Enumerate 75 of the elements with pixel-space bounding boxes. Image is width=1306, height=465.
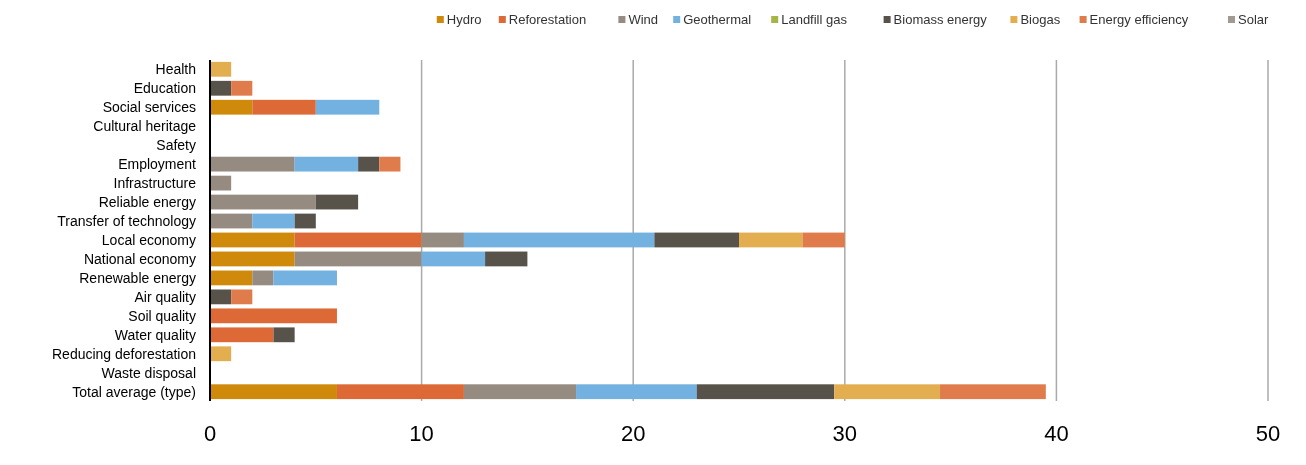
y-tick-label: Soil quality [128,307,196,324]
y-tick-label: Education [133,80,196,97]
bar [210,251,295,267]
bar [834,384,941,400]
bar [231,80,253,96]
bar [294,156,359,172]
bar [576,384,697,400]
bar [315,99,380,115]
bar [210,61,232,77]
bar [336,384,464,400]
bar [294,213,316,229]
x-tick-label: 50 [1255,421,1281,446]
bar [654,232,739,248]
legend-label: Energy efficiency [1089,12,1189,27]
legend-label: Biomass energy [893,12,988,27]
y-tick-label: Infrastructure [113,175,197,192]
bar [739,232,803,248]
bar [210,346,232,362]
x-tick-label: 10 [409,421,434,446]
bar [210,99,253,115]
bar [252,270,274,286]
x-tick-label: 0 [203,421,217,446]
y-tick-label: Safety [156,137,196,154]
y-tick-label: Local economy [101,231,196,248]
bar [210,327,274,343]
bar [210,384,337,400]
bar [252,99,316,115]
bar [210,213,253,229]
legend-label: Wind [628,12,659,27]
bar [485,251,528,267]
x-tick-label: 20 [620,421,646,446]
y-tick-label: Total average (type) [72,383,196,400]
bar [210,232,295,248]
bar [696,384,835,400]
bar [421,232,464,248]
y-tick-label: Reducing deforestation [52,345,196,362]
legend-label: Solar [1238,12,1270,27]
x-tick-label: 40 [1044,421,1069,446]
y-tick-label: National economy [83,250,196,267]
bar [273,327,295,343]
bar [210,308,337,324]
y-tick-label: Health [155,61,196,78]
y-tick-label: Water quality [114,326,196,343]
bar [231,289,253,305]
bar [463,384,577,400]
bar [463,232,655,248]
y-tick-label: Reliable energy [98,194,196,211]
y-tick-label: Cultural heritage [93,118,197,135]
y-tick-label: Transfer of technology [57,213,196,230]
y-tick-label: Employment [118,156,197,173]
bar [315,194,359,210]
y-tick-label: Waste disposal [101,364,196,381]
bar [421,251,486,267]
bar [210,270,253,286]
x-tick-label: 30 [832,421,858,446]
bar [358,156,380,172]
bar [379,156,401,172]
bar [252,213,295,229]
bar [294,251,422,267]
bar [210,80,232,96]
bar [273,270,337,286]
bar [294,232,422,248]
legend-label: Geothermal [683,12,752,27]
bar [940,384,1046,400]
y-tick-label: Renewable energy [79,269,196,286]
bar [802,232,845,248]
bar [210,289,232,305]
legend-label: Landfill gas [781,12,848,27]
bar [210,194,316,210]
legend-label: Reforestation [508,12,587,27]
y-tick-label: Air quality [134,288,196,305]
legend-label: Hydro [446,12,482,27]
legend-label: Biogas [1020,12,1061,27]
y-tick-label: Social services [102,99,196,116]
bar [210,156,295,172]
